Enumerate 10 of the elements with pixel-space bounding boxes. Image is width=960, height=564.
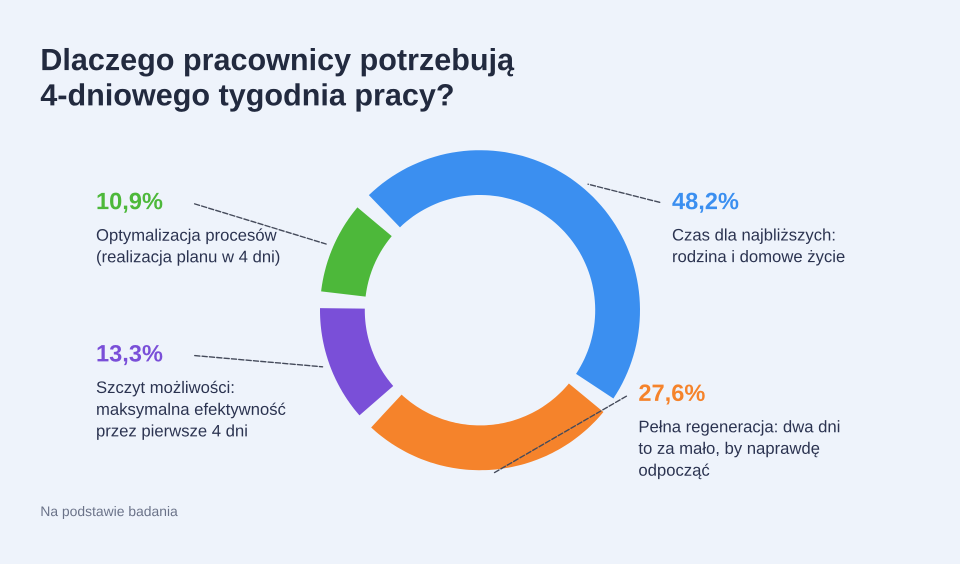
slice-label: Czas dla najbliższych: rodzina i domowe życie [672,228,844,266]
chart-title: Dlaczego pracownicy potrzebują 4-dniowego tygodnia pracy? [40,48,514,112]
data-label: 48,2% [672,192,738,213]
slice-label: Optymalizacja procesów (realizacja planu w 4 dni) [96,228,280,266]
data-label: 13,3% [97,344,162,366]
text: Na podstawie badania [41,506,178,519]
data-label: 27,6% [639,384,705,405]
slice-label: Pełna regeneracja: dwa dni to za mało, by naprawdę odpocząć [638,420,840,480]
slice-label: Szczyt możliwości: maksymalna efektywność przez pierwsze 4 dni [96,380,286,440]
data-label: 10,9% [97,192,162,213]
